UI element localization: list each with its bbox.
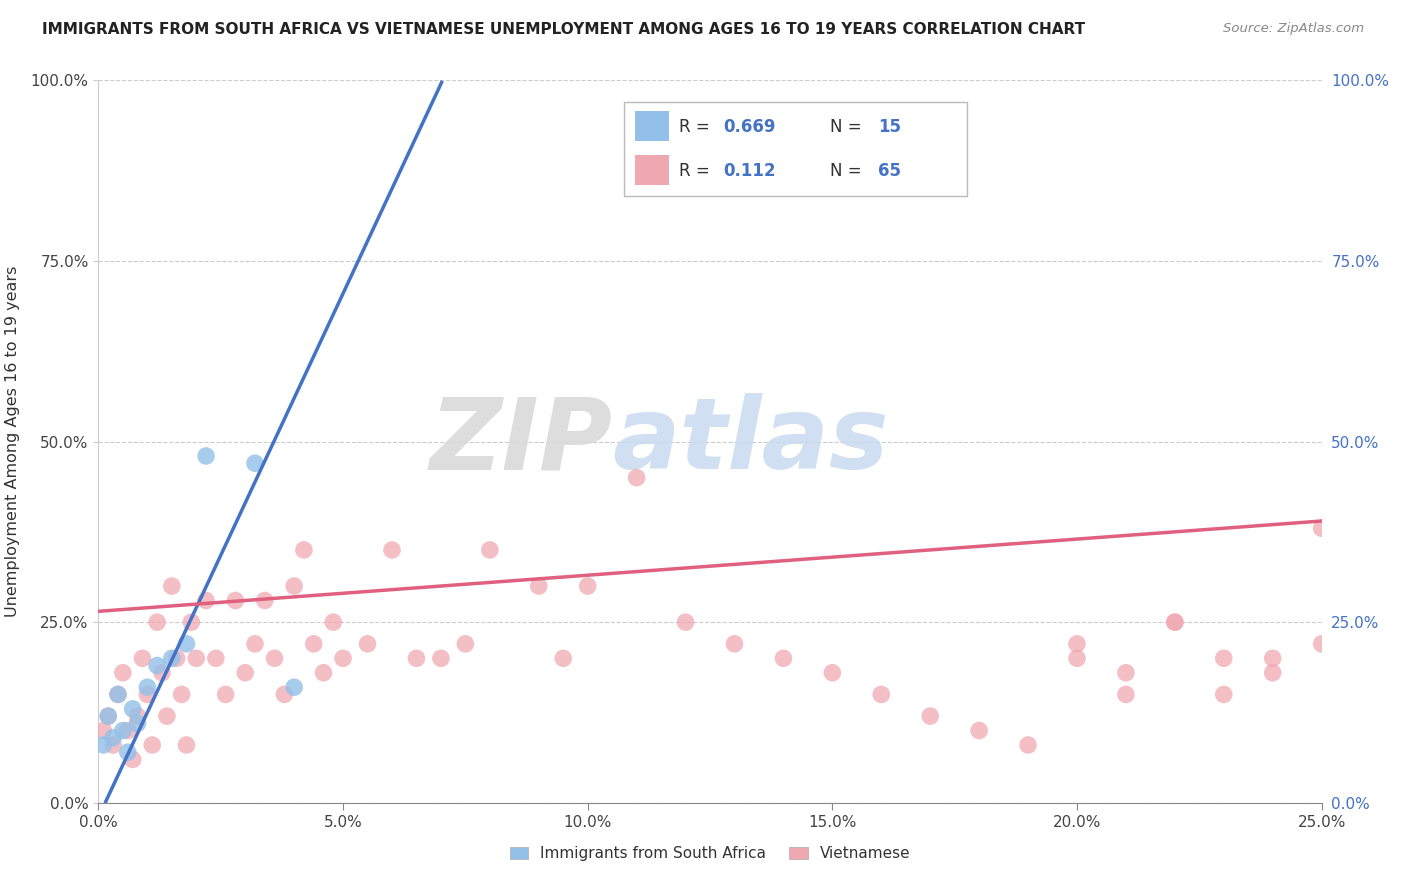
- Legend: Immigrants from South Africa, Vietnamese: Immigrants from South Africa, Vietnamese: [503, 840, 917, 867]
- Point: [195, 593, 218, 607]
- Y-axis label: Unemployment Among Ages 16 to 19 years: Unemployment Among Ages 16 to 19 years: [4, 266, 20, 617]
- Text: Source: ZipAtlas.com: Source: ZipAtlas.com: [1223, 22, 1364, 36]
- Point: [283, 680, 305, 694]
- Point: [356, 637, 378, 651]
- Point: [121, 752, 143, 766]
- Point: [302, 637, 325, 651]
- Point: [626, 470, 648, 484]
- Text: IMMIGRANTS FROM SOUTH AFRICA VS VIETNAMESE UNEMPLOYMENT AMONG AGES 16 TO 19 YEAR: IMMIGRANTS FROM SOUTH AFRICA VS VIETNAME…: [42, 22, 1085, 37]
- Point: [332, 651, 354, 665]
- Point: [127, 709, 149, 723]
- Point: [322, 615, 344, 630]
- Point: [111, 723, 134, 738]
- Point: [253, 593, 276, 607]
- Point: [146, 658, 169, 673]
- Point: [527, 579, 550, 593]
- Point: [870, 687, 893, 701]
- Point: [1310, 521, 1333, 535]
- Point: [160, 651, 183, 665]
- Point: [91, 738, 114, 752]
- Point: [97, 709, 120, 723]
- Point: [1164, 615, 1187, 630]
- Point: [141, 738, 163, 752]
- Point: [166, 651, 188, 665]
- Point: [205, 651, 228, 665]
- Point: [101, 738, 124, 752]
- Point: [1066, 651, 1088, 665]
- Point: [214, 687, 236, 701]
- Point: [243, 637, 266, 651]
- Point: [1115, 665, 1137, 680]
- Point: [1212, 687, 1234, 701]
- Point: [176, 738, 198, 752]
- Point: [176, 637, 198, 651]
- Point: [195, 449, 218, 463]
- Point: [772, 651, 794, 665]
- Point: [160, 579, 183, 593]
- Point: [478, 542, 501, 557]
- Point: [156, 709, 179, 723]
- Point: [97, 709, 120, 723]
- Point: [121, 702, 143, 716]
- Point: [117, 723, 139, 738]
- Point: [233, 665, 256, 680]
- Point: [180, 615, 202, 630]
- Point: [454, 637, 477, 651]
- Point: [1017, 738, 1039, 752]
- Point: [430, 651, 453, 665]
- Point: [1115, 687, 1137, 701]
- Point: [1310, 637, 1333, 651]
- Point: [107, 687, 129, 701]
- Point: [224, 593, 246, 607]
- Point: [101, 731, 124, 745]
- Text: ZIP: ZIP: [429, 393, 612, 490]
- Point: [675, 615, 697, 630]
- Point: [186, 651, 208, 665]
- Point: [131, 651, 153, 665]
- Point: [170, 687, 193, 701]
- Point: [111, 665, 134, 680]
- Point: [967, 723, 990, 738]
- Point: [127, 716, 149, 731]
- Point: [1261, 651, 1284, 665]
- Point: [91, 723, 114, 738]
- Text: atlas: atlas: [612, 393, 889, 490]
- Point: [723, 637, 745, 651]
- Point: [312, 665, 335, 680]
- Point: [136, 680, 159, 694]
- Point: [292, 542, 315, 557]
- Point: [553, 651, 575, 665]
- Point: [381, 542, 404, 557]
- Point: [117, 745, 139, 759]
- Point: [405, 651, 427, 665]
- Point: [821, 665, 844, 680]
- Point: [146, 615, 169, 630]
- Point: [1212, 651, 1234, 665]
- Point: [1066, 637, 1088, 651]
- Point: [243, 456, 266, 470]
- Point: [283, 579, 305, 593]
- Point: [576, 579, 599, 593]
- Point: [263, 651, 285, 665]
- Point: [150, 665, 173, 680]
- Point: [920, 709, 942, 723]
- Point: [136, 687, 159, 701]
- Point: [273, 687, 295, 701]
- Point: [1261, 665, 1284, 680]
- Point: [1164, 615, 1187, 630]
- Point: [107, 687, 129, 701]
